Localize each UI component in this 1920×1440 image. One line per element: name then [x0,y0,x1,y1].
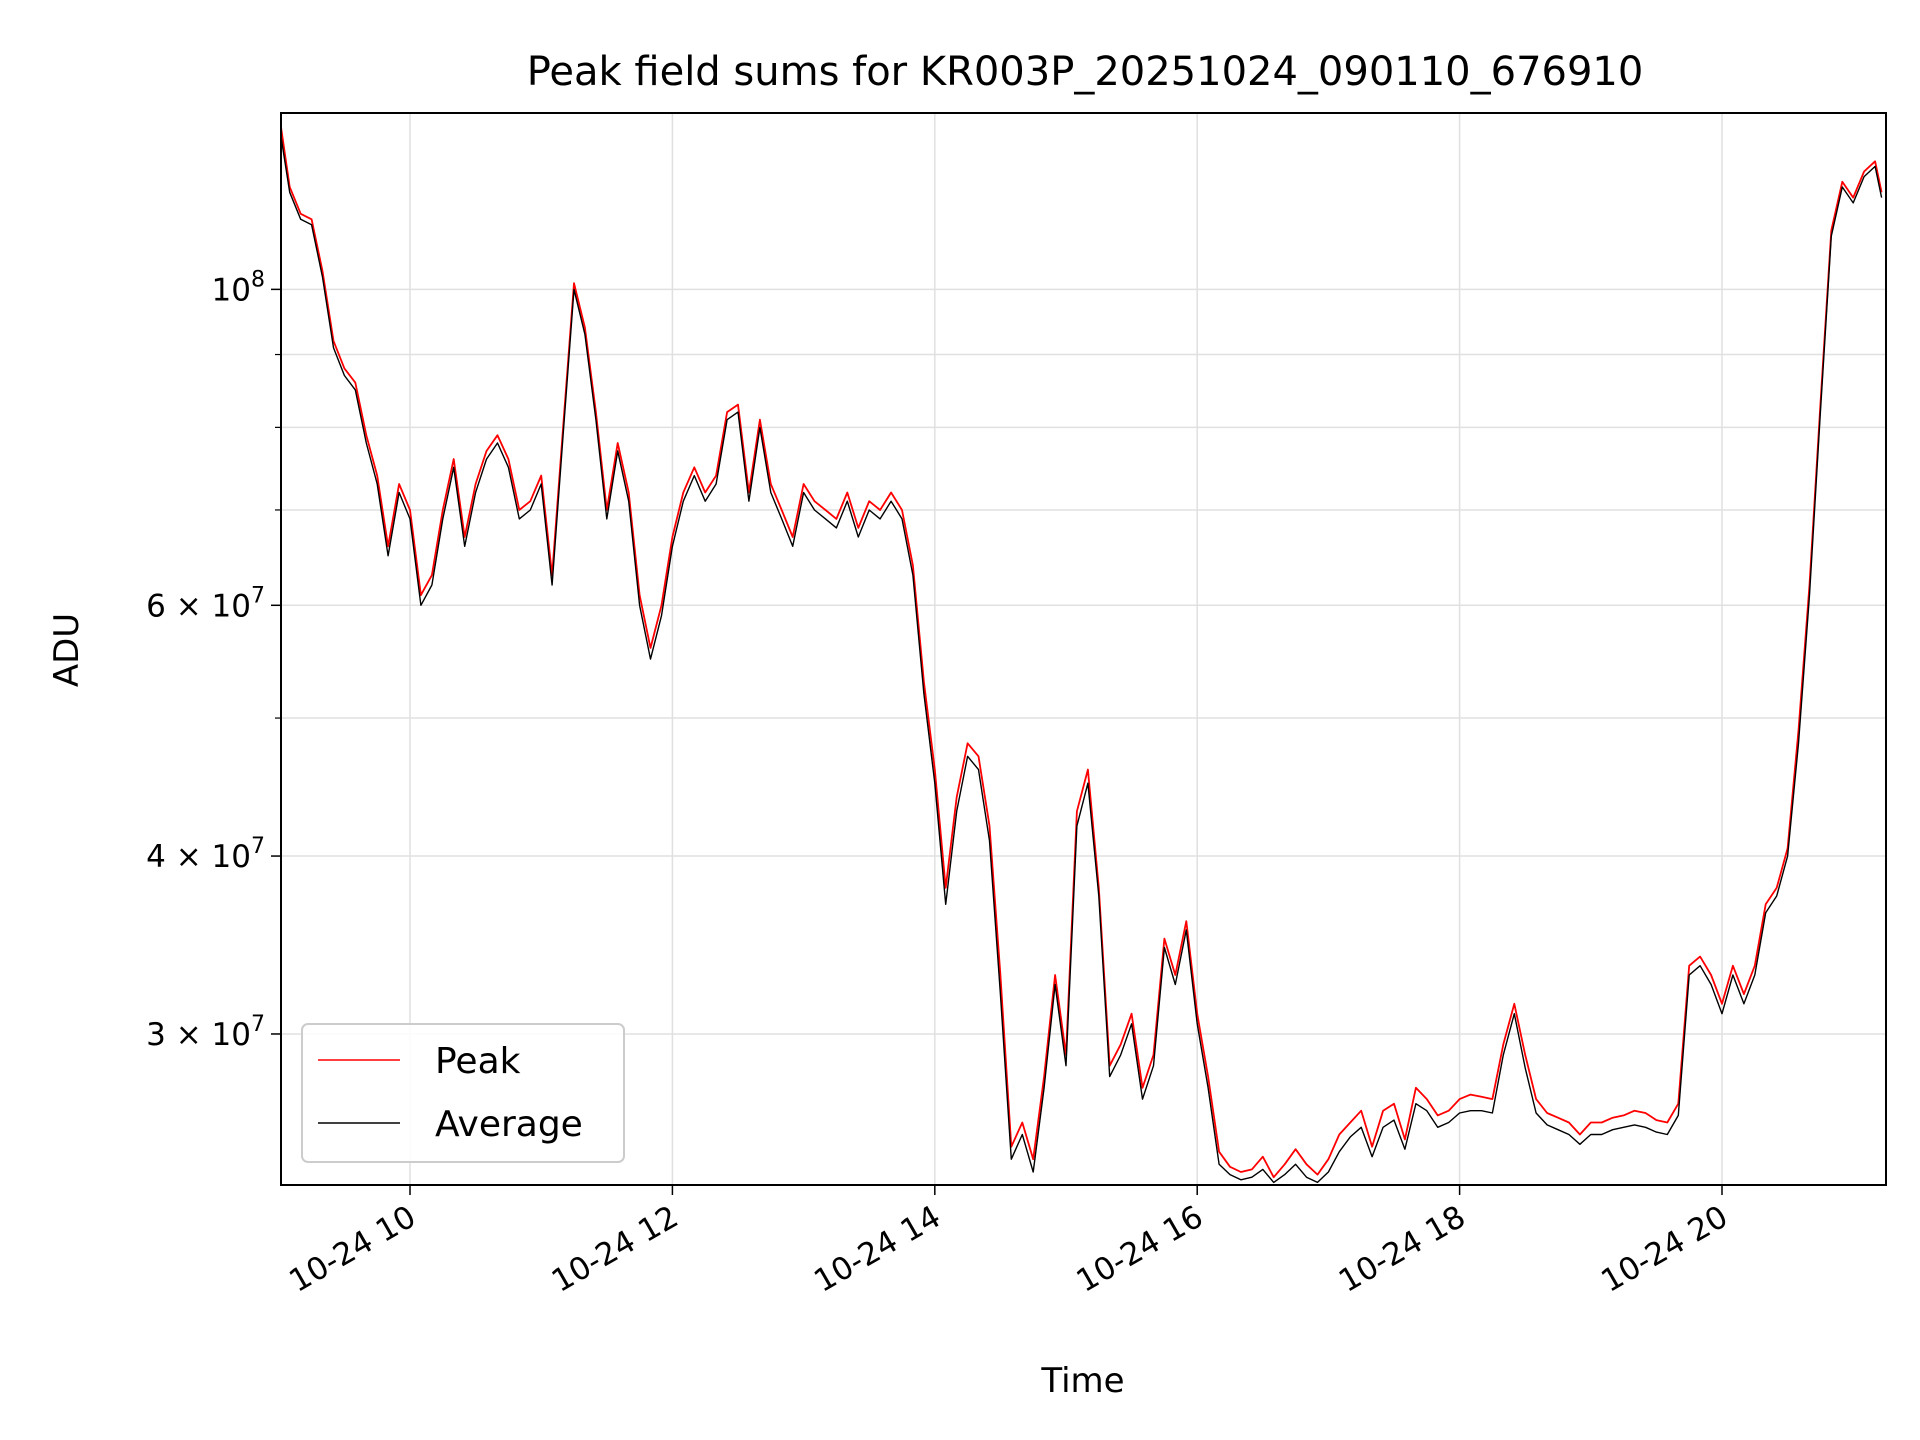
y-tick-label: 3 × 107 [146,1012,265,1053]
plot-frame [280,112,1887,1186]
legend-box [301,1023,625,1163]
chart-title: Peak field sums for KR003P_20251024_0901… [527,49,1644,95]
x-axis-label: Time [1040,1361,1124,1401]
legend: Peak Average [301,1023,625,1163]
y-axis: 108 6 × 107 4 × 107 3 × 107 [146,267,281,1053]
y-tick-label: 6 × 107 [146,583,265,624]
legend-label-peak: Peak [435,1041,521,1082]
grid [281,113,1886,1185]
series-line-peak [280,126,1883,1179]
legend-label-average: Average [435,1104,583,1145]
series-line-average [280,136,1883,1184]
y-tick-label: 4 × 107 [146,834,265,875]
series-layer [280,126,1883,1184]
y-axis-label: ADU [47,613,87,687]
y-tick-label: 108 [212,267,265,308]
